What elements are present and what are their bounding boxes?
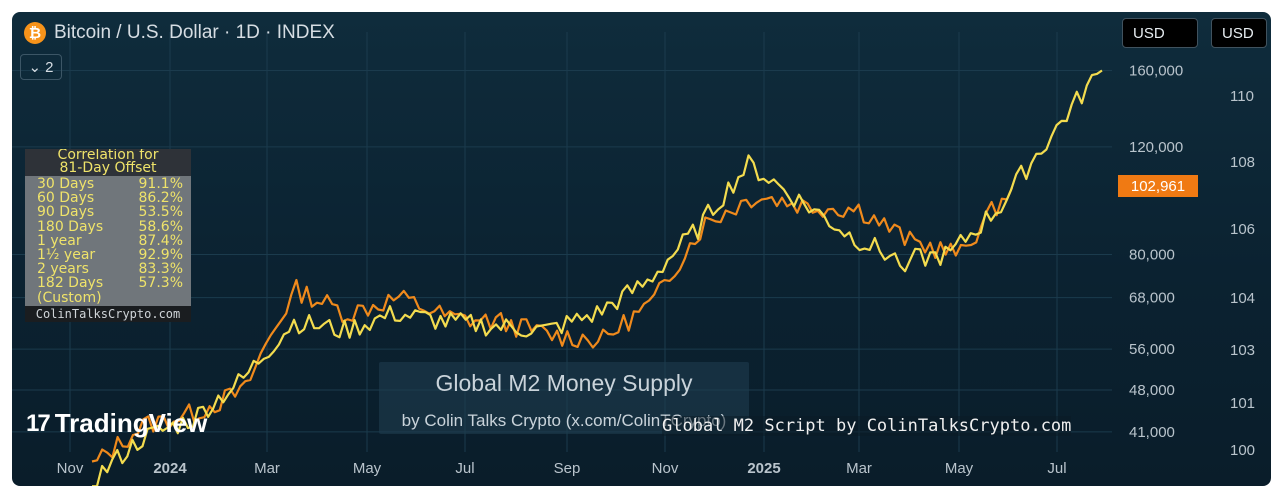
correlation-title: Correlation for 81-Day Offset [25, 149, 191, 176]
correlation-row: 1 year 87.4% [25, 234, 191, 248]
currency-label: USD [1133, 24, 1165, 42]
correlation-row: 90 Days 53.5% [25, 205, 191, 219]
correlation-period: 182 Days (Custom) [37, 275, 104, 306]
series-line-m2 [91, 69, 1103, 486]
y-right-tick-label: 108 [1230, 154, 1255, 171]
x-tick-label: May [945, 460, 974, 477]
y-right-tick-label: 106 [1230, 221, 1255, 238]
script-credit: Global M2 Script by ColinTalksCrypto.com [662, 416, 1072, 436]
tradingview-logo: 17 [26, 409, 51, 437]
x-tick-label: Nov [652, 460, 679, 477]
correlation-period: 180 Days [37, 218, 104, 235]
y-right-tick-label: 104 [1230, 290, 1255, 307]
correlation-period: 1 year [37, 232, 82, 249]
x-tick-label: Mar [254, 460, 280, 477]
x-tick-label: Jul [455, 460, 474, 477]
correlation-row: 60 Days 86.2% [25, 191, 191, 205]
correlation-title-line: Correlation for [57, 149, 159, 163]
chevron-down-icon: ⌄ [28, 59, 42, 76]
correlation-period: 30 Days [37, 176, 95, 192]
correlation-row: 180 Days 58.6% [25, 218, 191, 235]
x-tick-label: Mar [846, 460, 872, 477]
correlation-row: 1½ year 92.9% [25, 248, 191, 262]
correlation-period: 90 Days [37, 204, 95, 221]
x-tick-label: May [353, 460, 382, 477]
correlation-value: 92.9% [138, 247, 183, 264]
currency-label: USD [1222, 24, 1254, 42]
correlation-value: 53.5% [138, 204, 183, 221]
x-tick-label: Sep [554, 460, 581, 477]
tradingview-brand: TradingView [54, 408, 208, 438]
correlation-rows: 30 Days 91.1% 60 Days 86.2% 90 Days 53.5% 180 … [25, 176, 191, 306]
correlation-footer: ColinTalksCrypto.com [25, 305, 191, 322]
correlation-row: 182 Days (Custom) 57.3% [25, 275, 191, 306]
x-tick-label: 2025 [747, 460, 780, 477]
indicator-count: 2 [45, 58, 54, 76]
symbol-header[interactable]: ₿ Bitcoin / U.S. Dollar · 1D · INDEX [24, 22, 335, 44]
correlation-title-line: 81-Day Offset [59, 160, 157, 176]
y-right-tick-label: 101 [1230, 395, 1255, 412]
correlation-value: 91.1% [138, 176, 183, 192]
tradingview-watermark: 17 TradingView [26, 408, 207, 439]
y-left-tick-label: 41,000 [1129, 424, 1175, 441]
chart-frame: Nov 2024 Mar May Jul Sep Nov 2025 Mar May Jul 160,0… [12, 12, 1271, 486]
y-left-tick-label: 120,000 [1129, 139, 1183, 156]
currency-button-right[interactable]: USD [1211, 18, 1267, 48]
correlation-value: 83.3% [138, 261, 183, 278]
y-left-tick-label: 80,000 [1129, 246, 1175, 263]
y-left-tick-label: 160,000 [1129, 63, 1183, 80]
indicators-collapse-button[interactable]: ⌄ 2 [20, 54, 62, 80]
x-tick-label: Nov [57, 460, 84, 477]
chart-canvas[interactable]: Nov 2024 Mar May Jul Sep Nov 2025 Mar May Jul 160,0… [12, 12, 1271, 486]
correlation-table: Correlation for 81-Day Offset 30 Days 91.… [25, 149, 191, 322]
correlation-period: 1½ year [37, 247, 96, 264]
correlation-period: 60 Days [37, 190, 95, 207]
correlation-value: 86.2% [138, 190, 183, 207]
correlation-value: 87.4% [138, 232, 183, 249]
y-right-tick-label: 110 [1230, 88, 1254, 105]
bitcoin-icon: ₿ [24, 22, 46, 44]
y-left-tick-label: 68,000 [1129, 290, 1175, 307]
y-left-tick-label: 56,000 [1129, 341, 1175, 358]
x-tick-label: Jul [1047, 460, 1066, 477]
overlay-byline: by Colin Talks Crypto (x.com/ColinTCrypt… [401, 411, 727, 430]
correlation-row: 2 years 83.3% [25, 262, 191, 276]
series-line-bitcoin [91, 187, 1014, 463]
current-price-tag: 102,961 [1118, 175, 1198, 197]
correlation-period: 2 years [37, 261, 89, 278]
overlay-title: Global M2 Money Supply [435, 370, 693, 396]
y-right-tick-label: 103 [1230, 342, 1255, 359]
correlation-value: 58.6% [138, 218, 183, 235]
symbol-title: Bitcoin / U.S. Dollar · 1D · INDEX [54, 22, 335, 43]
correlation-value: 57.3% [138, 275, 183, 292]
x-tick-label: 2024 [153, 460, 187, 477]
y-right-tick-label: 100 [1230, 442, 1255, 459]
currency-button-left[interactable]: USD [1122, 18, 1198, 48]
y-left-tick-label: 48,000 [1129, 382, 1175, 399]
correlation-row: 30 Days 91.1% [25, 177, 191, 191]
